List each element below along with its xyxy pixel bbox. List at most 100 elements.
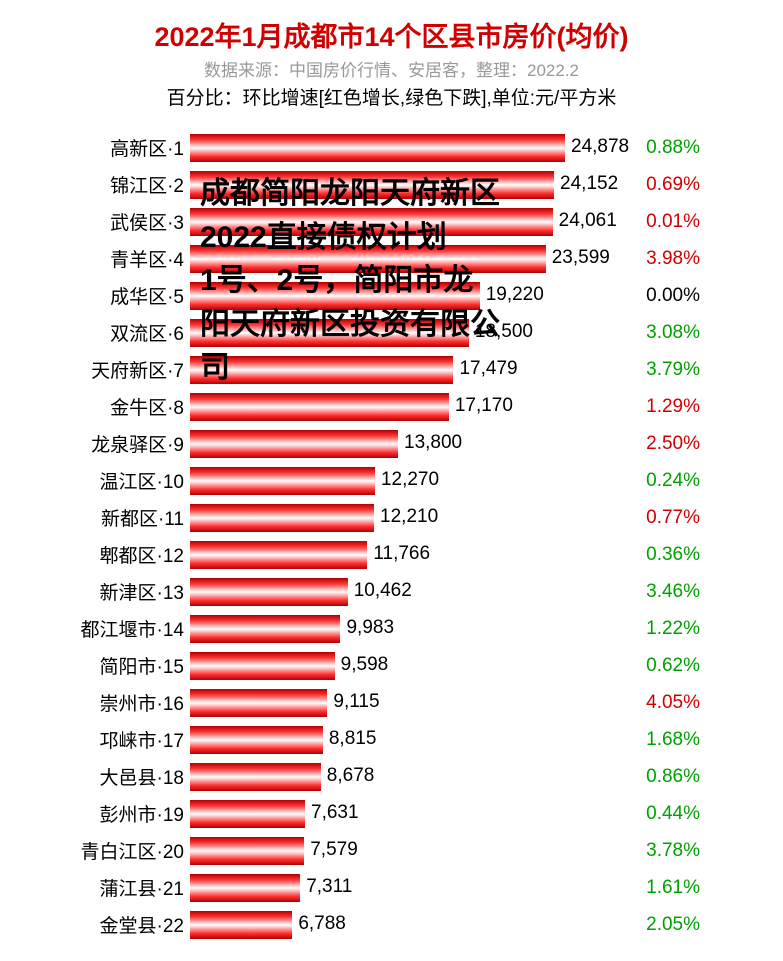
chart-title: 2022年1月成都市14个区县市房价(均价) [20, 15, 763, 54]
row-label: 蒲江县·21 [20, 874, 190, 901]
table-row: 青羊区·423,5993.98% [20, 241, 763, 276]
bar-value: 17,170 [455, 395, 513, 417]
table-row: 成华区·519,2200.00% [20, 278, 763, 313]
bar-container: 8,815 [190, 726, 610, 754]
table-row: 蒲江县·21 7,311 1.61% [20, 870, 763, 905]
row-label: 金牛区·8 [20, 393, 190, 420]
table-row: 简阳市·159,5980.62% [20, 648, 763, 683]
pct-change: 0.24% [610, 470, 710, 492]
row-label: 金堂县·22 [20, 911, 190, 938]
bar-value: 11,766 [373, 543, 430, 565]
bar-value: 7,311 [306, 876, 352, 898]
pct-change: 2.05% [610, 914, 710, 936]
table-row: 龙泉驿区·913,8002.50% [20, 426, 763, 461]
table-row: 金堂县·226,7882.05% [20, 907, 763, 942]
bar-container: 8,678 [190, 763, 610, 791]
bar [190, 874, 300, 902]
row-label: 郫都区·12 [20, 541, 190, 568]
bar [190, 763, 321, 791]
row-label: 高新区·1 [20, 134, 190, 161]
bar-container: 7,579 [190, 837, 610, 865]
bar [190, 652, 335, 680]
bar [190, 282, 480, 310]
bar [190, 208, 553, 236]
row-label: 简阳市·15 [20, 652, 190, 679]
row-label: 青羊区·4 [20, 245, 190, 272]
bar-container: 13,800 [190, 430, 610, 458]
bar-value: 7,631 [311, 802, 359, 824]
bar-value: 10,462 [354, 580, 412, 602]
row-label: 双流区·6 [20, 319, 190, 346]
bar [190, 504, 374, 532]
pct-change: 0.36% [610, 544, 710, 566]
bar-container: 11,766 [190, 541, 610, 569]
bar-value: 12,210 [380, 506, 438, 528]
table-row: 彭州市·197,6310.44% [20, 796, 763, 831]
pct-change: 1.68% [610, 729, 710, 751]
row-label: 新都区·11 [20, 504, 190, 531]
table-row: 天府新区·717,4793.79% [20, 352, 763, 387]
bar-value: 13,800 [404, 432, 462, 454]
pct-change: 0.69% [610, 174, 710, 196]
bar [190, 726, 323, 754]
bar-container: 19,220 [190, 282, 610, 310]
pct-change: 0.00% [610, 285, 710, 307]
bar [190, 578, 348, 606]
bar-value: 17,479 [459, 358, 517, 380]
bar [190, 837, 304, 865]
pct-change: 0.01% [610, 211, 710, 233]
bar [190, 911, 292, 939]
row-label: 天府新区·7 [20, 356, 190, 383]
bar-container: 17,479 [190, 356, 610, 384]
bar-value: 9,115 [333, 691, 379, 713]
row-label: 都江堰市·14 [20, 615, 190, 642]
pct-change: 3.98% [610, 248, 710, 270]
bar-container: 24,061 [190, 208, 610, 236]
bar [190, 393, 449, 421]
pct-change: 3.78% [610, 840, 710, 862]
pct-change: 2.50% [610, 433, 710, 455]
table-row: 都江堰市·149,9831.22% [20, 611, 763, 646]
bar-container: 6,788 [190, 911, 610, 939]
bar [190, 541, 367, 569]
row-label: 温江区·10 [20, 467, 190, 494]
bar-value: 24,152 [560, 173, 618, 195]
table-row: 武侯区·324,0610.01% [20, 204, 763, 239]
pct-change: 3.08% [610, 322, 710, 344]
bar [190, 800, 305, 828]
bar [190, 319, 469, 347]
table-row: 青白江区·207,5793.78% [20, 833, 763, 868]
bar [190, 615, 340, 643]
bar-container: 9,115 [190, 689, 610, 717]
bar-container: 18,500 [190, 319, 610, 347]
pct-change: 3.46% [610, 581, 710, 603]
table-row: 郫都区·12 11,766 0.36% [20, 537, 763, 572]
bar-container: 12,270 [190, 467, 610, 495]
table-row: 新都区·1112,2100.77% [20, 500, 763, 535]
row-label: 新津区·13 [20, 578, 190, 605]
bar-value: 24,878 [571, 136, 629, 158]
bar-value: 9,598 [341, 654, 389, 676]
bar [190, 430, 398, 458]
bar-container: 10,462 [190, 578, 610, 606]
table-row: 高新区·124,8780.88% [20, 130, 763, 165]
bar [190, 467, 375, 495]
chart-source: 数据来源：中国房价行情、安居客，整理：2022.2 [20, 56, 763, 81]
row-label: 大邑县·18 [20, 763, 190, 790]
pct-change: 0.44% [610, 803, 710, 825]
bar-container: 9,598 [190, 652, 610, 680]
bar-container: 7,631 [190, 800, 610, 828]
pct-change: 1.61% [610, 877, 710, 899]
bar-value: 8,815 [329, 728, 377, 750]
bar [190, 134, 565, 162]
row-label: 青白江区·20 [20, 837, 190, 864]
row-label: 武侯区·3 [20, 208, 190, 235]
table-row: 双流区·6 18,500 3.08% [20, 315, 763, 350]
bar-container: 23,599 [190, 245, 610, 273]
bar [190, 356, 453, 384]
table-row: 崇州市·169,1154.05% [20, 685, 763, 720]
pct-change: 1.29% [610, 396, 710, 418]
bar-value: 12,270 [381, 469, 439, 491]
bar-value: 18,500 [475, 321, 533, 343]
bar-container: 24,878 [190, 134, 610, 162]
